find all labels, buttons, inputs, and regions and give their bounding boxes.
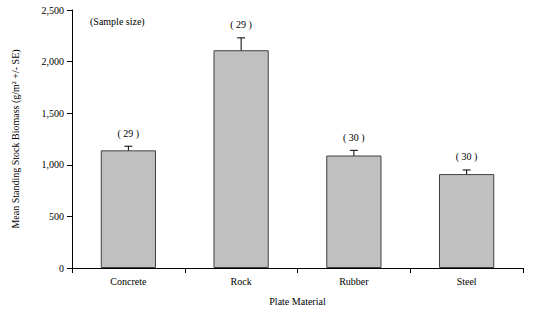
svg-text:0: 0 [59, 263, 64, 274]
svg-text:Mean Standing Stock Biomass (g: Mean Standing Stock Biomass (g/m² +/- SE… [10, 49, 22, 228]
svg-text:(Sample size): (Sample size) [90, 16, 145, 28]
svg-text:Concrete: Concrete [110, 276, 147, 287]
svg-text:( 30 ): ( 30 ) [343, 132, 365, 144]
svg-text:1,000: 1,000 [42, 159, 65, 170]
svg-text:Rock: Rock [231, 276, 252, 287]
svg-text:2,500: 2,500 [42, 5, 65, 16]
svg-text:( 29 ): ( 29 ) [230, 19, 252, 31]
svg-text:Rubber: Rubber [339, 276, 369, 287]
svg-text:1,500: 1,500 [42, 108, 65, 119]
svg-text:Steel: Steel [457, 276, 477, 287]
svg-text:Plate Material: Plate Material [269, 296, 326, 307]
svg-text:( 29 ): ( 29 ) [118, 128, 140, 140]
svg-text:2,000: 2,000 [42, 56, 65, 67]
svg-text:500: 500 [49, 211, 64, 222]
svg-text:( 30 ): ( 30 ) [456, 151, 478, 163]
